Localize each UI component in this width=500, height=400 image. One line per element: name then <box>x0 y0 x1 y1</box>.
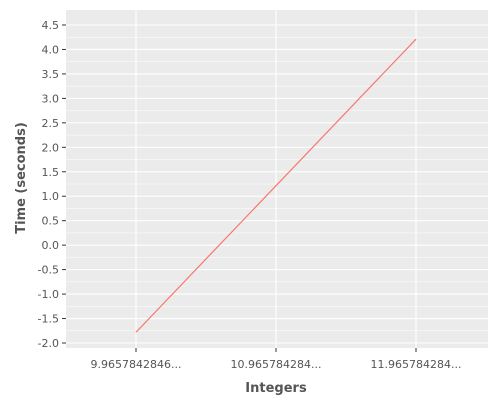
y-tick-label: 0.0 <box>42 239 60 252</box>
y-tick-label: 2.0 <box>42 141 60 154</box>
series-line <box>135 38 417 333</box>
x-tick-label: 10.965784284... <box>231 358 322 371</box>
series-group <box>135 38 417 333</box>
y-tick-label: 3.0 <box>42 92 60 105</box>
y-tick-label: 1.5 <box>42 166 60 179</box>
y-tick-label: 3.5 <box>42 68 60 81</box>
x-axis: 9.9657842846... 10.965784284... 11.9657842… <box>91 348 462 371</box>
x-axis-title: Integers <box>245 381 307 396</box>
y-tick-label: -2.0 <box>38 337 59 350</box>
y-tick-label: 1.0 <box>42 190 60 203</box>
y-tick-label: 0.5 <box>42 215 60 228</box>
plot-panel <box>66 10 488 348</box>
y-tick-label: 4.0 <box>42 43 60 56</box>
y-tick-label: 4.5 <box>42 19 60 32</box>
y-tick-label: -0.5 <box>38 264 59 277</box>
y-axis-title: Time (seconds) <box>14 122 29 234</box>
x-tick-label: 11.965784284... <box>371 358 462 371</box>
y-tick-label: -1.5 <box>38 313 59 326</box>
y-axis: 4.5 4.0 3.5 3.0 2.5 2.0 1.5 1.0 0.5 0.0 -0.5 -1.0 -1… <box>38 19 66 350</box>
gridlines <box>66 10 488 348</box>
y-tick-label: -1.0 <box>38 288 59 301</box>
x-tick-label: 9.9657842846... <box>91 358 182 371</box>
y-tick-label: 2.5 <box>42 117 60 130</box>
